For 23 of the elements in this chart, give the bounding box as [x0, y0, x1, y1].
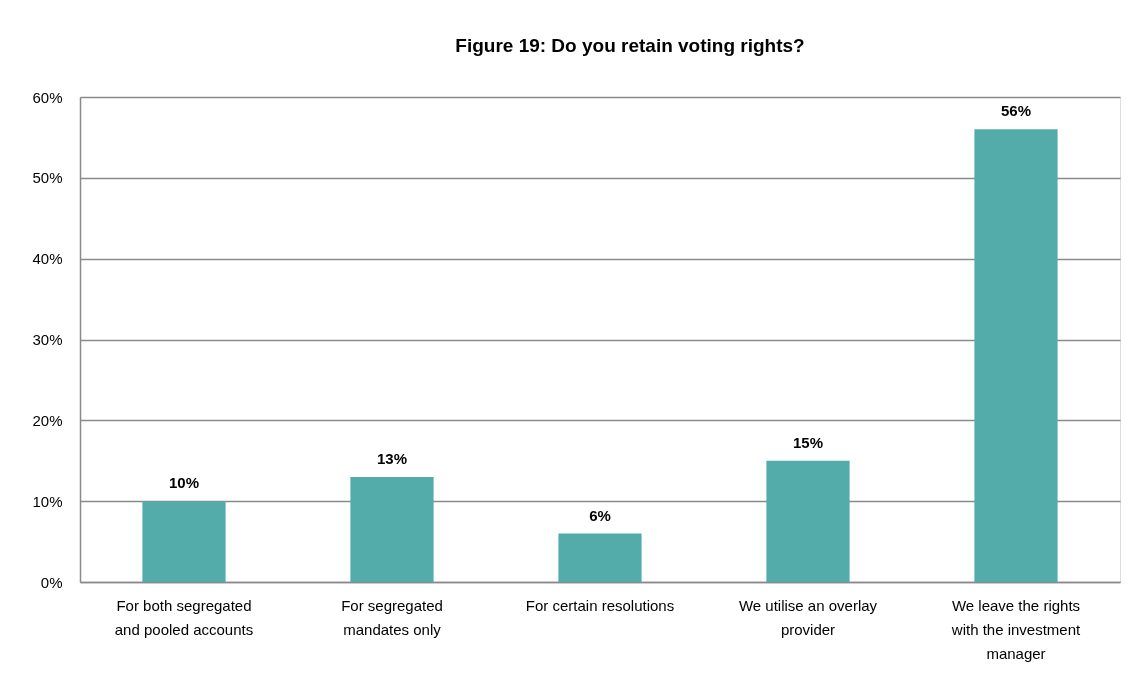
data-label: 10%: [168, 474, 200, 492]
x-tick-label: We utilise an overlay provider: [738, 596, 878, 638]
bar: [766, 460, 850, 582]
bar: [974, 129, 1058, 582]
data-label: 15%: [792, 433, 824, 451]
x-tick-label: We leave the rights with the investment manager: [950, 596, 1082, 662]
y-tick-label: 60%: [32, 88, 63, 106]
y-tick-label: 30%: [32, 331, 63, 348]
x-tick-label: For segregated mandates only: [341, 596, 443, 638]
bar: [350, 476, 434, 582]
y-tick-label: 40%: [32, 250, 63, 268]
data-label: 6%: [589, 506, 611, 524]
data-label: 13%: [376, 449, 408, 467]
y-tick-label: 50%: [32, 169, 63, 187]
chart-title: Figure 19: Do you retain voting rights?: [455, 35, 805, 56]
y-tick-label: 20%: [32, 411, 63, 429]
x-tick-label: For certain resolutions: [525, 596, 675, 614]
y-tick-label: 0%: [40, 573, 63, 591]
data-label: 56%: [1000, 102, 1032, 120]
bar: [142, 501, 226, 582]
bar: [558, 533, 642, 582]
x-tick-label: For both segregated and pooled accounts: [114, 596, 254, 638]
y-tick-label: 10%: [32, 492, 63, 510]
